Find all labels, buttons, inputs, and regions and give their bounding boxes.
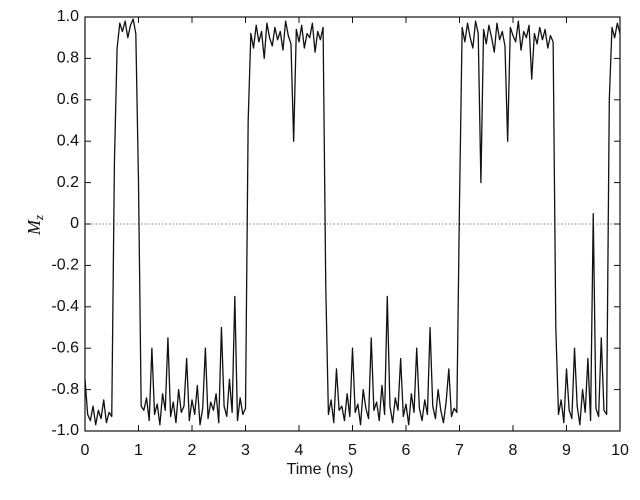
y-tick-label: -0.6 xyxy=(51,339,79,356)
y-tick-label: -0.4 xyxy=(51,298,79,315)
plot-frame xyxy=(84,16,621,432)
x-tick-label: 5 xyxy=(348,442,357,459)
y-tick-label: 0 xyxy=(70,215,79,232)
y-tick-label: 0.4 xyxy=(57,132,79,149)
x-axis-label: Time (ns) xyxy=(287,461,354,478)
x-tick-label: 9 xyxy=(562,442,571,459)
x-tick-label: 7 xyxy=(455,442,464,459)
y-axis-label-sub: z xyxy=(31,215,46,221)
x-tick-label: 6 xyxy=(402,442,411,459)
y-tick-label: 1.0 xyxy=(57,8,79,25)
y-axis-label: Mz xyxy=(24,215,46,236)
x-tick-label: 0 xyxy=(81,442,90,459)
y-axis-label-main: M xyxy=(24,219,44,236)
x-tick-label: 2 xyxy=(188,442,197,459)
data-line xyxy=(84,18,621,426)
x-tick-label: 3 xyxy=(241,442,250,459)
y-tick-label: 0.6 xyxy=(57,91,79,108)
x-tick-label: 10 xyxy=(611,442,629,459)
x-tick-label: 4 xyxy=(295,442,304,459)
x-tick-label: 8 xyxy=(509,442,518,459)
y-tick-label: 0.2 xyxy=(57,174,79,191)
y-tick-label: -0.8 xyxy=(51,381,79,398)
y-tick-label: -0.2 xyxy=(51,257,79,274)
y-tick-label: 0.8 xyxy=(57,50,79,67)
y-tick-label: -1.0 xyxy=(51,422,79,439)
x-tick-label: 1 xyxy=(134,442,143,459)
